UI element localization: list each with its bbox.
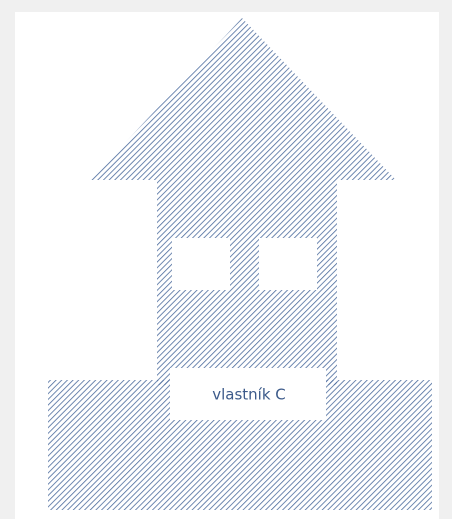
illustration: vlastník C <box>0 0 452 519</box>
window <box>259 238 317 290</box>
owner-label: vlastník C <box>212 386 286 404</box>
page: vlastník C (() => { const data = JSON.pa… <box>0 0 452 519</box>
window <box>172 238 230 290</box>
